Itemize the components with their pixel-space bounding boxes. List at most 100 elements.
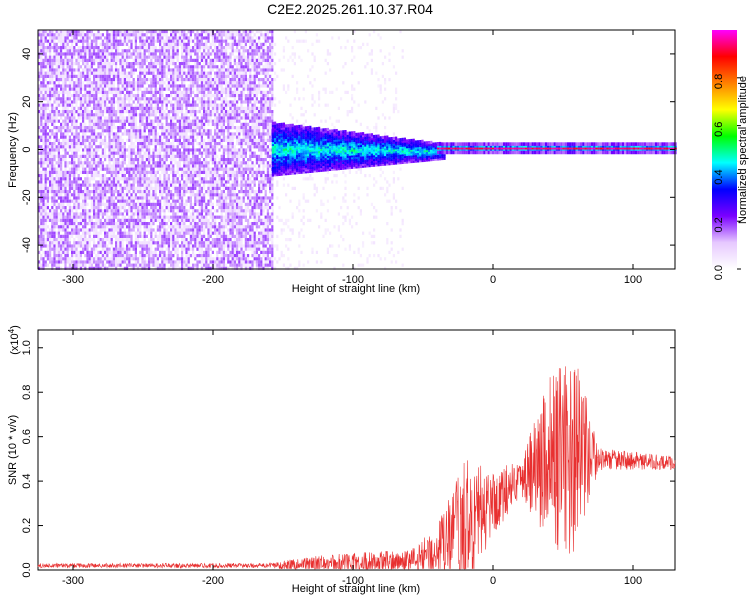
spectrogram-cell — [185, 36, 188, 40]
spectrogram-cell — [71, 228, 74, 232]
spectrogram-cell — [150, 52, 153, 56]
spectrogram-cell — [192, 74, 195, 78]
spectrogram-cell — [161, 231, 164, 235]
spectrogram-cell — [73, 186, 76, 190]
spectrogram-cell — [40, 39, 43, 43]
spectrogram-cell — [203, 129, 206, 133]
spectrogram-cell — [119, 30, 122, 34]
spectrogram-cell — [143, 161, 146, 165]
spectrogram-cell — [75, 62, 78, 66]
spectrogram-cell — [40, 46, 43, 50]
spectrogram-cell — [97, 161, 100, 165]
spectrogram-cell — [192, 170, 195, 174]
spectrogram-cell — [174, 97, 177, 101]
spectrogram-cell — [119, 33, 122, 37]
spectrogram-cell — [44, 183, 47, 187]
spectrogram-cell — [132, 228, 135, 232]
spectrogram-cell — [82, 42, 85, 46]
spectrogram-cell — [141, 218, 144, 222]
spectrogram-cell — [77, 106, 80, 110]
spectrogram-cell — [185, 164, 188, 168]
spectrogram-cell — [143, 228, 146, 232]
spectrogram-cell — [38, 183, 41, 187]
spectrogram-cell — [141, 170, 144, 174]
spectrogram-cell — [101, 84, 104, 88]
spectrogram-cell — [196, 254, 199, 258]
spectrogram-cell — [95, 81, 98, 85]
spectrogram-cell — [189, 33, 192, 37]
spectrogram-cell — [165, 142, 168, 146]
spectrogram-cell — [64, 215, 67, 219]
spectrogram-cell — [99, 84, 102, 88]
spectrogram-cell — [73, 142, 76, 146]
spectrogram-cell — [163, 222, 166, 226]
spectrogram-cell — [141, 97, 144, 101]
spectrogram-cell — [161, 126, 164, 130]
spectrogram-cell — [106, 74, 109, 78]
spectrogram-cell — [86, 186, 89, 190]
spectrogram-cell — [130, 212, 133, 216]
spectrogram-cell — [150, 231, 153, 235]
spectrogram-cell — [115, 33, 118, 37]
spectrogram-cell — [38, 68, 41, 72]
spectrogram-cell — [93, 151, 96, 155]
spectrogram-cell — [132, 215, 135, 219]
spectrogram-cell — [53, 74, 56, 78]
spectrogram-cell — [77, 234, 80, 238]
spectrogram-cell — [148, 116, 151, 120]
spectrogram-cell — [148, 170, 151, 174]
spectrogram-cell — [42, 135, 45, 139]
spectrogram-cell — [196, 238, 199, 242]
spectrogram-cell — [192, 135, 195, 139]
spectrogram-cell — [97, 148, 100, 152]
spectrogram-cell — [49, 94, 52, 98]
spectrogram-cell — [130, 90, 133, 94]
spectrogram-cell — [137, 94, 140, 98]
spectrogram-cell — [187, 62, 190, 66]
spectrogram-cell — [57, 263, 60, 267]
spectrogram-cell — [99, 138, 102, 142]
spectrogram-cell — [183, 78, 186, 82]
spectrogram-cell — [139, 135, 142, 139]
spectrogram-cell — [38, 145, 41, 149]
spectrogram-cell — [207, 247, 210, 251]
spectrogram-cell — [176, 167, 179, 171]
spectrogram-cell — [110, 260, 113, 264]
spectrogram-cell — [167, 241, 170, 245]
spectrogram-cell — [167, 113, 170, 117]
spectrogram-cell — [95, 87, 98, 91]
spectrogram-cell — [66, 190, 69, 194]
spectrogram-cell — [192, 103, 195, 107]
spectrogram-cell — [104, 74, 107, 78]
spectrogram-cell — [178, 167, 181, 171]
spectrogram-cell — [53, 145, 56, 149]
spectrogram-cell — [71, 129, 74, 133]
spectrogram-cell — [95, 161, 98, 165]
spectrogram-cell — [161, 190, 164, 194]
spectrogram-cell — [42, 116, 45, 120]
spectrogram-cell — [172, 174, 175, 178]
spectrogram-cell — [42, 33, 45, 37]
spectrogram-cell — [101, 129, 104, 133]
spectrogram-cell — [112, 231, 115, 235]
spectrogram-cell — [62, 84, 65, 88]
spectrogram-cell — [185, 202, 188, 206]
spectrogram-cell — [44, 180, 47, 184]
spectrogram-cell — [46, 135, 49, 139]
spectrogram-cell — [189, 110, 192, 114]
spectrogram-cell — [181, 30, 184, 34]
spectrogram-cell — [99, 81, 102, 85]
spectrogram-cell — [110, 62, 113, 66]
spectrogram-cell — [183, 167, 186, 171]
spectrogram-cell — [207, 257, 210, 261]
spectrogram-cell — [203, 55, 206, 59]
spectrogram-cell — [145, 138, 148, 142]
spectrogram-cell — [60, 167, 63, 171]
spectrogram-cell — [139, 228, 142, 232]
spectrogram-cell — [121, 30, 124, 34]
spectrogram-cell — [194, 215, 197, 219]
spectrogram-cell — [181, 78, 184, 82]
spectrogram-cell — [130, 62, 133, 66]
spectrogram-cell — [156, 122, 159, 126]
spectrogram-cell — [99, 78, 102, 82]
